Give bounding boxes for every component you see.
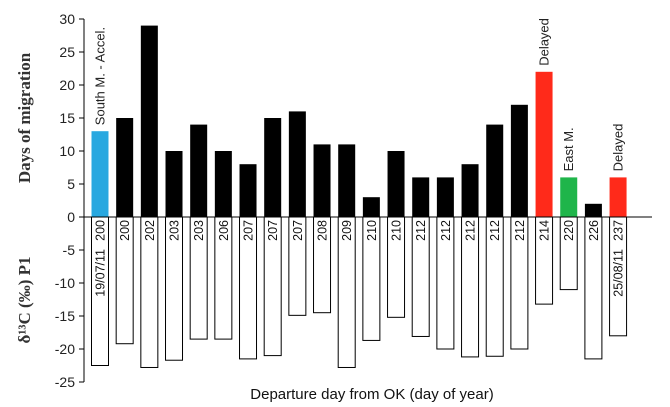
y-tick-label: 5 [67,176,75,192]
category-label: 214 [538,220,552,241]
category-label: 200 [118,220,132,241]
y-axis-label-bottom: δ¹³C (‰) P1 [15,256,34,343]
category-label: 212 [488,220,502,241]
migration-bar [313,144,331,217]
category-label: 203 [192,220,206,241]
isotope-bar [559,216,578,291]
category-label: 210 [390,220,404,241]
migration-bar [338,144,356,217]
annotation-label: Delayed [611,124,626,172]
isotope-bar [140,216,159,368]
y-tick-label: -10 [55,275,75,291]
migration-bar [239,164,257,217]
category-label: 220 [562,220,576,241]
isotope-bar [288,216,307,316]
y-tick-label: 15 [59,110,75,126]
migration-bar [584,203,602,217]
isotope-bar [387,216,406,318]
annotation-label: Delayed [537,18,552,66]
migration-bar [264,118,282,217]
isotope-bar [411,216,430,337]
category-label: 212 [513,220,527,241]
category-label: 208 [316,220,330,241]
isotope-bar [165,216,184,361]
annotation-label: South M. - Accel. [93,27,108,125]
migration-bar [288,111,306,217]
migration-bar [486,124,504,217]
migration-bar [214,151,232,217]
migration-bar [461,164,479,217]
plot-area: -25 -20 -15 -10 -5 0 5 10 15 20 25 30 200 200 202 203 20… [55,11,652,390]
migration-bar [116,118,134,217]
category-label: 226 [587,220,601,241]
migration-bar [535,71,553,217]
category-label: 207 [266,220,280,241]
migration-bar [91,131,109,217]
y-tick-label: 30 [59,11,75,27]
isotope-bar [189,216,208,340]
isotope-bar [609,216,628,337]
migration-bar [387,151,405,217]
category-label: 207 [291,220,305,241]
y-tick-label: -25 [55,374,75,390]
category-label: 212 [439,220,453,241]
migration-bar [362,197,380,217]
category-label: 237 [612,220,626,241]
migration-bar [165,151,183,217]
isotope-bar [214,216,233,340]
y-tick-label: -15 [55,308,75,324]
y-axis-label-top: Days of migration [15,52,34,183]
migration-bar [140,25,158,217]
isotope-bar [510,216,529,350]
category-label: 207 [242,220,256,241]
category-label: 210 [365,220,379,241]
category-label: 206 [217,220,231,241]
annotation-label: East M. [561,127,576,171]
isotope-bar [535,216,554,305]
isotope-bar [115,216,134,345]
migration-bar [436,177,454,217]
isotope-bar [239,216,258,360]
category-label: 212 [464,220,478,241]
category-label: 203 [168,220,182,241]
isotope-bar [584,216,603,360]
migration-bar [412,177,430,217]
y-tick-label: 25 [59,44,75,60]
isotope-bar [313,216,332,314]
y-tick-label: -5 [63,242,76,258]
isotope-bar [461,216,480,358]
isotope-bar [91,216,109,366]
category-label: 212 [414,220,428,241]
category-label: 209 [340,220,354,241]
y-tick-label: 10 [59,143,75,159]
y-tick-label: 20 [59,77,75,93]
migration-bar [510,104,528,217]
y-tick-label: -20 [55,341,75,357]
isotope-bar [337,216,356,368]
y-tick-label: 0 [67,209,75,225]
isotope-bar [263,216,282,357]
x-axis-label: Departure day from OK (day of year) [250,386,493,403]
isotope-bar [362,216,381,341]
isotope-bar [485,216,504,357]
migration-bar [609,177,627,217]
date-label: 25/08/11 [612,249,626,297]
category-label: 200 [94,220,108,241]
isotope-bar [436,216,455,350]
category-label: 202 [143,220,157,241]
migration-bar [190,124,208,217]
migration-bar [560,177,578,217]
date-label: 19/07/11 [94,249,108,297]
